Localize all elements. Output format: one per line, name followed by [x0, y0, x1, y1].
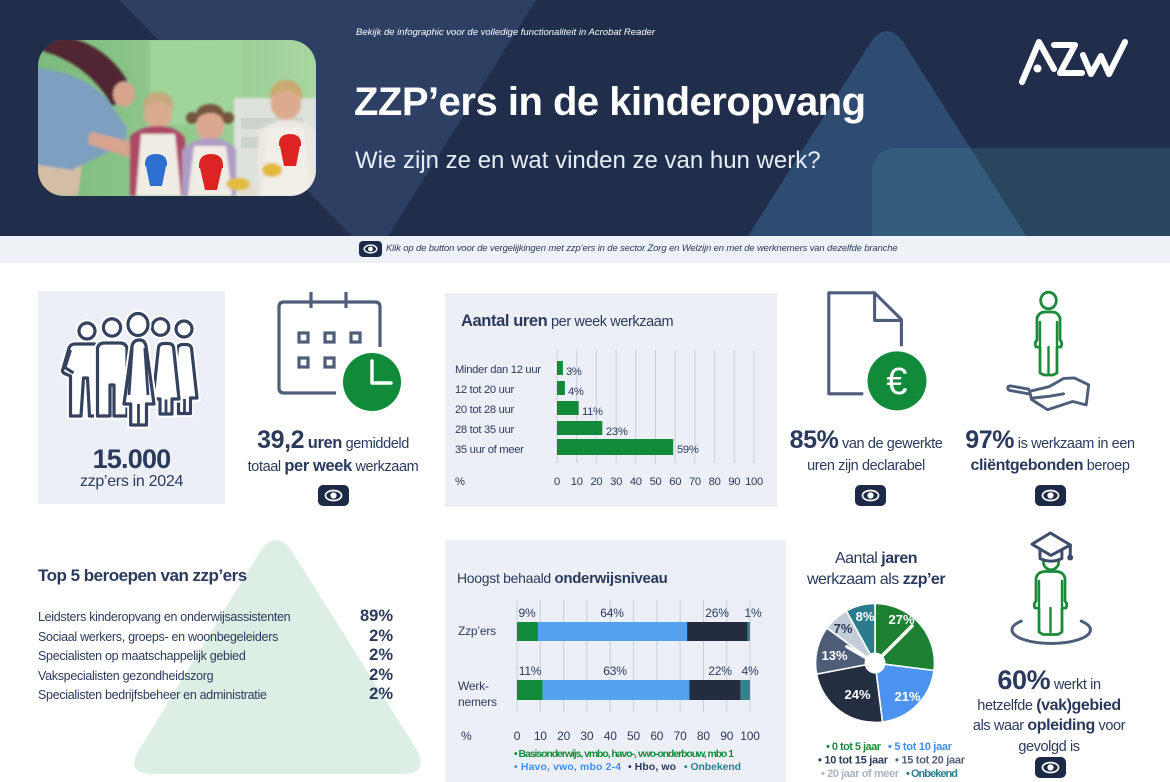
svg-text:12 tot 20 uur: 12 tot 20 uur	[455, 384, 514, 396]
svg-text:24%: 24%	[844, 687, 870, 702]
svg-text:30: 30	[580, 729, 593, 743]
svg-text:90: 90	[720, 729, 733, 743]
svg-text:90: 90	[728, 476, 740, 488]
svg-text:20 tot 28 uur: 20 tot 28 uur	[455, 404, 514, 416]
svg-text:50: 50	[650, 476, 662, 488]
svg-text:60: 60	[669, 476, 681, 488]
svg-text:60: 60	[650, 729, 663, 743]
svg-text:21%: 21%	[894, 689, 920, 704]
svg-text:10: 10	[571, 476, 583, 488]
svg-text:• 0 tot 5 jaar: • 0 tot 5 jaar	[826, 741, 882, 753]
svg-text:€: €	[886, 361, 907, 403]
svg-text:• 20 jaar of meer: • 20 jaar of meer	[821, 768, 900, 780]
svg-text:27%: 27%	[888, 612, 914, 627]
svg-text:4%: 4%	[742, 664, 759, 678]
svg-text:80: 80	[709, 476, 721, 488]
svg-text:64%: 64%	[600, 606, 624, 620]
svg-text:80: 80	[697, 729, 710, 743]
svg-text:Minder dan 12 uur: Minder dan 12 uur	[455, 364, 541, 376]
svg-text:26%: 26%	[705, 606, 729, 620]
svg-text:40: 40	[630, 476, 642, 488]
svg-text:11%: 11%	[582, 406, 603, 418]
svg-text:10: 10	[534, 729, 547, 743]
svg-text:35 uur of meer: 35 uur of meer	[455, 444, 524, 456]
svg-text:30: 30	[610, 476, 622, 488]
svg-text:0: 0	[554, 476, 560, 488]
svg-text:• Onbekend: • Onbekend	[684, 762, 741, 773]
svg-text:63%: 63%	[603, 664, 627, 678]
svg-text:1%: 1%	[745, 606, 762, 620]
svg-text:nemers: nemers	[458, 695, 497, 709]
svg-text:23%: 23%	[606, 426, 628, 438]
svg-text:• 5 tot 10 jaar: • 5 tot 10 jaar	[888, 741, 953, 753]
svg-text:%: %	[455, 476, 465, 488]
svg-text:%: %	[461, 729, 472, 743]
svg-text:• Basisonderwijs, vmbo, havo-,: • Basisonderwijs, vmbo, havo-, vwo-onder…	[514, 749, 734, 760]
svg-text:• 10 tot 15 jaar: • 10 tot 15 jaar	[818, 755, 889, 767]
svg-text:• Havo, vwo, mbo 2-4: • Havo, vwo, mbo 2-4	[514, 762, 621, 773]
svg-text:13%: 13%	[821, 648, 847, 663]
svg-text:20: 20	[590, 476, 602, 488]
svg-text:• Onbekend: • Onbekend	[906, 768, 958, 780]
svg-text:• Hbo, wo: • Hbo, wo	[628, 762, 676, 773]
svg-text:70: 70	[674, 729, 687, 743]
svg-text:Zzp’ers: Zzp’ers	[458, 624, 496, 638]
svg-text:0: 0	[514, 729, 521, 743]
svg-text:7%: 7%	[834, 621, 853, 636]
svg-text:8%: 8%	[856, 609, 875, 624]
svg-text:11%: 11%	[519, 664, 542, 678]
svg-text:9%: 9%	[519, 606, 536, 620]
svg-text:• 15 tot 20 jaar: • 15 tot 20 jaar	[895, 755, 966, 767]
svg-text:22%: 22%	[708, 664, 732, 678]
svg-text:50: 50	[627, 729, 640, 743]
svg-text:100: 100	[745, 476, 763, 488]
svg-text:4%: 4%	[568, 386, 584, 398]
svg-text:28 tot 35 uur: 28 tot 35 uur	[455, 424, 514, 436]
svg-text:3%: 3%	[566, 366, 582, 378]
svg-text:20: 20	[557, 729, 570, 743]
svg-text:100: 100	[740, 729, 760, 743]
svg-text:Werk-: Werk-	[458, 679, 489, 693]
svg-text:70: 70	[689, 476, 701, 488]
svg-text:40: 40	[604, 729, 617, 743]
svg-text:59%: 59%	[677, 444, 699, 456]
